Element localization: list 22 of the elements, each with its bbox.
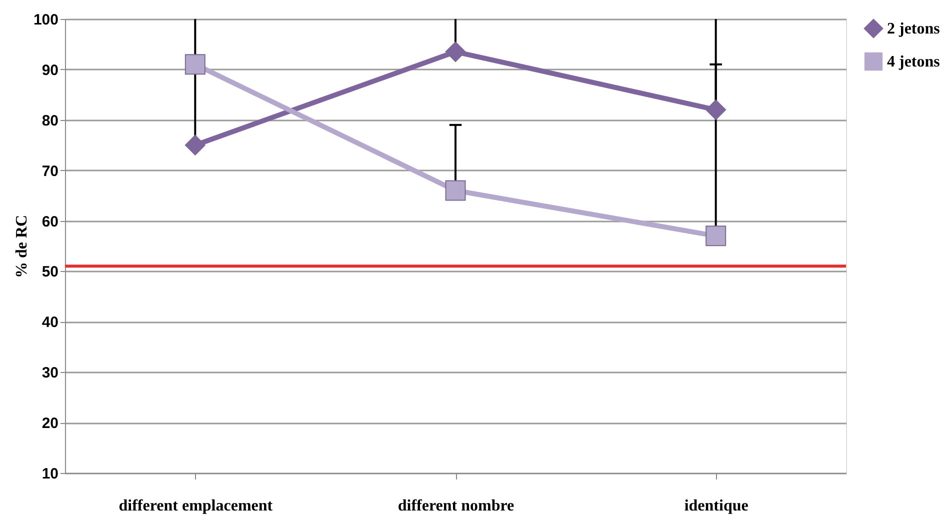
y-tick-label: 90 [42, 62, 58, 79]
point [706, 226, 726, 246]
point [445, 180, 466, 201]
legend-label: 2 jetons [887, 20, 940, 38]
y-tick-label: 70 [42, 162, 58, 180]
legend-label: 4 jetons [887, 54, 940, 70]
x-tick-label: different emplacement [118, 498, 274, 514]
y-tick-label: 20 [42, 415, 58, 432]
point [184, 54, 206, 75]
y-tick-label: 50 [42, 264, 58, 281]
y-tick-label: 10 [42, 466, 58, 482]
x-tick-label: different nombre [398, 498, 514, 514]
y-tick-label: 30 [42, 364, 58, 382]
y-tick-label: 40 [42, 314, 58, 332]
x-tick-label: identique [684, 498, 748, 514]
y-tick-label: 80 [42, 112, 58, 130]
y-tick-label: 60 [42, 213, 58, 230]
y-axis-title: % de RC [13, 214, 30, 278]
point [184, 134, 206, 156]
point [445, 42, 466, 62]
point [706, 100, 726, 120]
y-tick-label: 100 [33, 12, 58, 28]
